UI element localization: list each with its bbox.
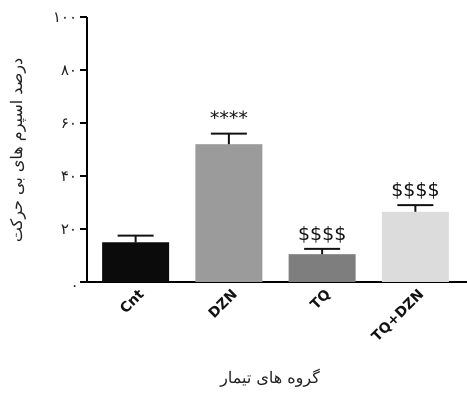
bar-cnt (102, 242, 170, 282)
y-tick-label: ۴۰ (61, 167, 77, 185)
chart-bars (102, 144, 449, 282)
y-axis-title: درصد اسپرم های بی حرکت (7, 58, 26, 242)
bar-tq (288, 254, 356, 282)
x-category-label: TQ+DZN (369, 287, 427, 345)
x-category-label: TQ (307, 286, 334, 313)
bar-dzn (195, 144, 263, 282)
x-category-label: DZN (206, 287, 241, 322)
y-tick-label: ۶۰ (61, 114, 77, 132)
y-tick-label: ۲۰ (61, 220, 77, 238)
significance-label: $$$$ (298, 223, 346, 245)
y-tick-label: ۸۰ (61, 61, 77, 79)
error-bars (117, 132, 434, 255)
significance-label: $$$$ (391, 179, 439, 201)
x-axis-category-labels: Cnt DZN TQ TQ+DZN (117, 286, 427, 345)
bar-tq-dzn (381, 211, 449, 282)
y-tick-label: ۱۰۰ (53, 8, 77, 26)
significance-labels: **** $$$$ $$$$ (210, 108, 440, 245)
y-axis-ticks: . ۲۰ ۴۰ ۶۰ ۸۰ ۱۰۰ (53, 8, 87, 291)
x-category-label: Cnt (117, 286, 148, 317)
x-axis-title: گروه های تیمار (219, 368, 320, 387)
y-tick-label: . (72, 273, 77, 291)
significance-label: **** (210, 108, 248, 130)
